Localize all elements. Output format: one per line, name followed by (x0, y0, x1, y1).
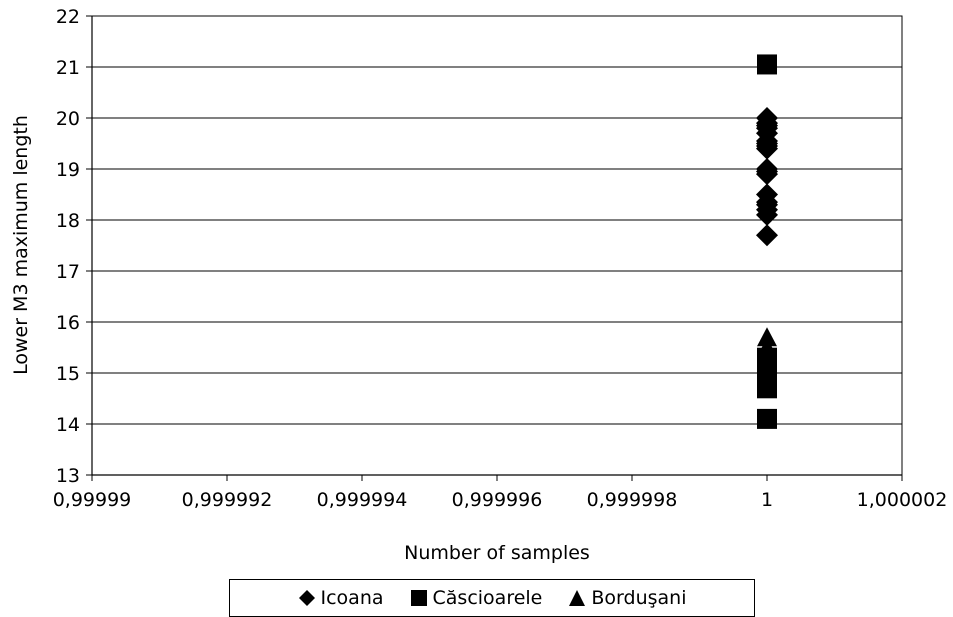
y-tick-label: 20 (56, 108, 80, 130)
triangle-marker-icon (569, 590, 586, 606)
grid-lines (92, 66, 902, 425)
x-tick-label: 0,999998 (587, 489, 678, 511)
x-tick-label: 0,999992 (182, 489, 273, 511)
legend-item-bordusani: Borduşani (568, 587, 686, 609)
y-tick-label: 18 (56, 210, 80, 232)
legend: Icoana Căscioarele Borduşani (229, 579, 755, 617)
cascioarele-point (757, 54, 777, 75)
cascioarele-point (757, 347, 777, 368)
y-tick-label: 13 (56, 465, 80, 487)
x-tick-label: 0,999994 (317, 489, 408, 511)
y-tick-label: 14 (56, 414, 80, 436)
icoana-point (756, 224, 778, 247)
legend-item-icoana: Icoana (298, 587, 384, 609)
legend-label-icoana: Icoana (320, 587, 384, 609)
y-tick-label: 15 (56, 363, 80, 385)
ticks: 13 14 15 16 17 18 19 20 21 22 0,99999 0,999992 0,999… (53, 6, 948, 511)
y-axis-label: Lower M3 maximum length (10, 115, 32, 375)
legend-label-bordusani: Borduşani (591, 587, 687, 609)
icoana-point (756, 183, 778, 206)
legend-label-cascioarele: Căscioarele (432, 587, 543, 609)
icoana-point (756, 158, 778, 180)
plot-frame (91, 15, 903, 476)
icoana-point (756, 107, 778, 129)
y-tick-label: 22 (56, 6, 80, 28)
data-points (756, 54, 778, 429)
x-tick-label: 0,99999 (53, 489, 132, 511)
x-tick-label: 1 (761, 489, 773, 511)
plot-area (91, 15, 903, 476)
y-tick-label: 21 (56, 57, 80, 79)
square-marker-icon (410, 590, 427, 606)
bordusani-point (757, 327, 777, 347)
y-tick-label: 17 (56, 261, 80, 283)
scatter-chart: 13 14 15 16 17 18 19 20 21 22 0,99999 0,999992 0,999… (10, 6, 948, 564)
legend-item-cascioarele: Căscioarele (410, 587, 543, 609)
x-axis-label: Number of samples (404, 542, 590, 564)
y-tick-label: 19 (56, 159, 80, 181)
diamond-marker-icon (298, 590, 315, 606)
x-tick-label: 0,999996 (452, 489, 543, 511)
cascioarele-point (757, 408, 777, 429)
x-tick-label: 1,000002 (857, 489, 948, 511)
y-tick-label: 16 (56, 312, 80, 334)
